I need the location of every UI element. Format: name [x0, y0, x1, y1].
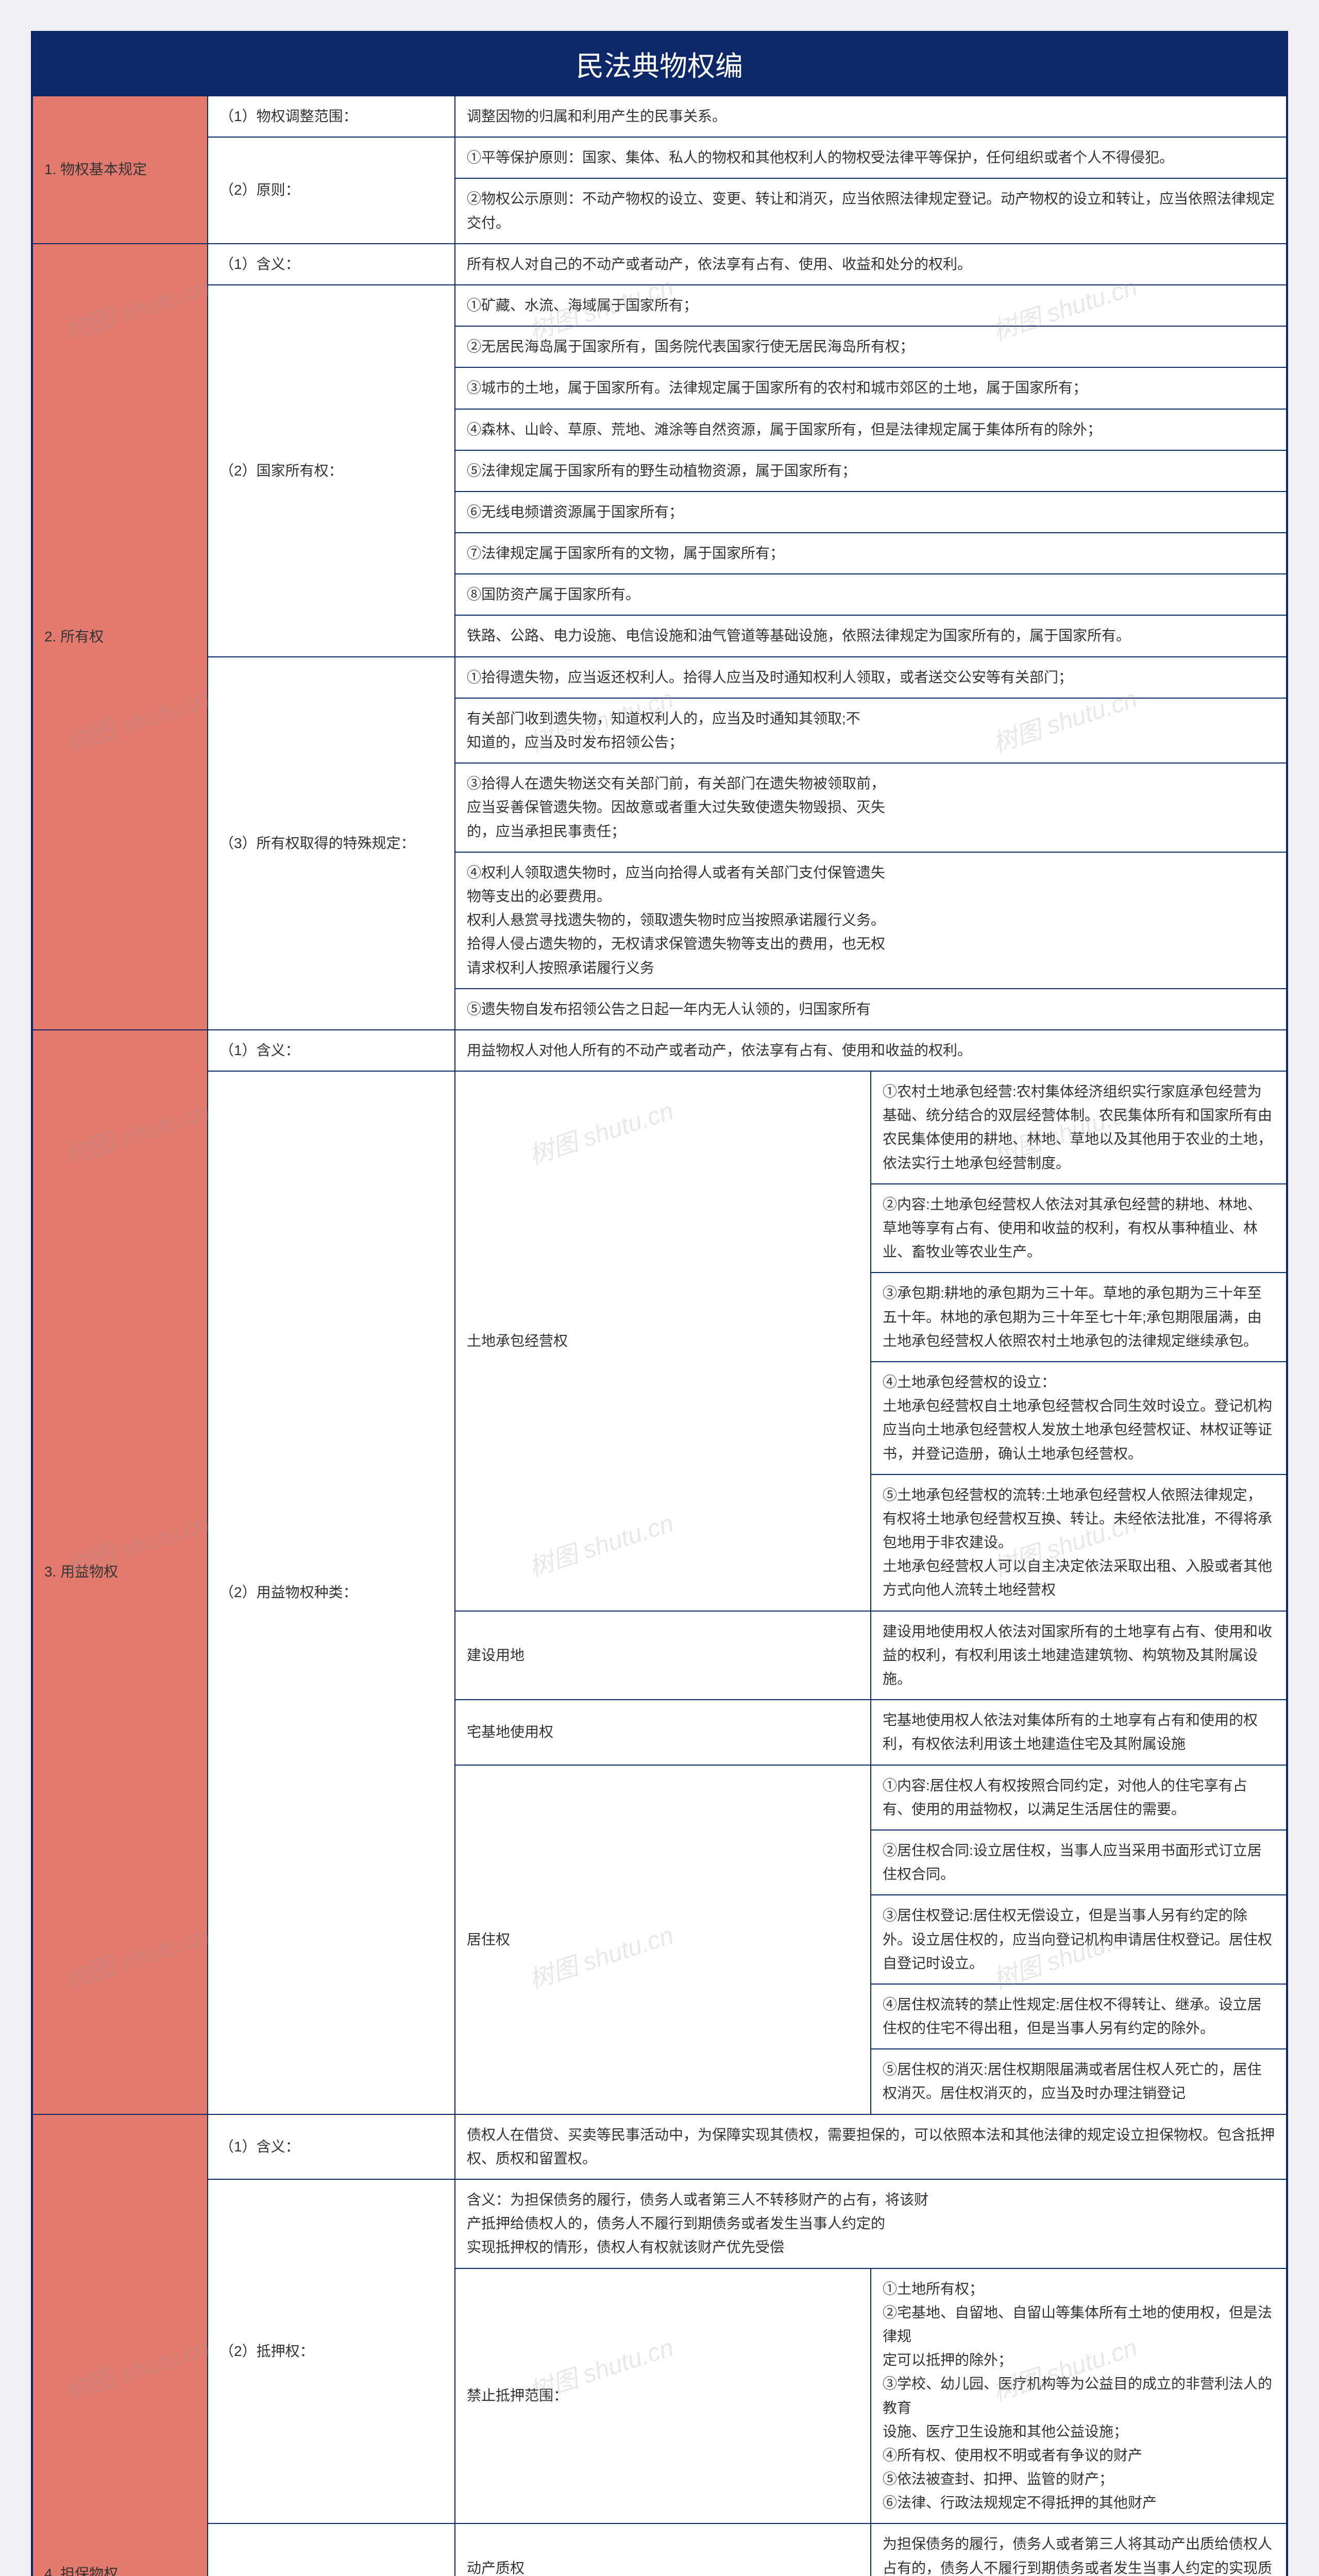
s2-r3-label: （3）所有权取得的特殊规定：	[208, 657, 455, 1030]
s2-r2-3: ③城市的土地，属于国家所有。法律规定属于国家所有的农村和城市郊区的土地，属于国家…	[455, 367, 1287, 409]
s3-d-2: ②居住权合同:设立居住权，当事人应当采用书面形式订立居住权合同。	[871, 1830, 1287, 1895]
s2-r2-8: ⑧国防资产属于国家所有。	[455, 574, 1287, 615]
s3-b-label: 建设用地	[455, 1611, 871, 1700]
s2-r2-label: （2）国家所有权：	[208, 285, 455, 657]
s1-r2-label: （2）原则：	[208, 137, 455, 244]
s1-r2-a: ①平等保护原则：国家、集体、私人的物权和其他权利人的物权受法律平等保护，任何组织…	[455, 137, 1287, 178]
section-1-title: 1. 物权基本规定	[32, 96, 208, 244]
s1-r1-text: 调整因物的归属和利用产生的民事关系。	[455, 96, 1287, 137]
s2-r3-1: ①拾得遗失物，应当返还权利人。拾得人应当及时通知权利人领取，或者送交公安等有关部…	[455, 657, 1287, 698]
s3-a-3: ③承包期:耕地的承包期为三十年。草地的承包期为三十年至五十年。林地的承包期为三十…	[871, 1273, 1287, 1362]
s3-c-label: 宅基地使用权	[455, 1700, 871, 1765]
s3-d-1: ①内容:居住权人有权按照合同约定，对他人的住宅享有占有、使用的用益物权，以满足生…	[871, 1765, 1287, 1830]
s4-r2-sub-text: ①土地所有权； ②宅基地、自留地、自留山等集体所有土地的使用权，但是法律规 定可…	[871, 2268, 1287, 2524]
s3-c-text: 宅基地使用权人依法对集体所有的土地享有占有和使用的权利，有权依法利用该土地建造住…	[871, 1700, 1287, 1765]
s3-r1-label: （1）含义：	[208, 1030, 455, 1071]
s2-r2-1: ①矿藏、水流、海域属于国家所有；	[455, 285, 1287, 326]
s4-r1-label: （1）含义：	[208, 2114, 455, 2179]
s3-a-5: ⑤土地承包经营权的流转:土地承包经营权人依照法律规定，有权将土地承包经营权互换、…	[871, 1475, 1287, 1611]
s4-r2-top: 含义：为担保债务的履行，债务人或者第三人不转移财产的占有，将该财 产抵押给债权人…	[455, 2179, 1287, 2268]
s2-r2-2: ②无居民海岛属于国家所有，国务院代表国家行使无居民海岛所有权；	[455, 326, 1287, 367]
s4-r2-sub-label: 禁止抵押范围：	[455, 2268, 871, 2524]
s4-r2-label: （2）抵押权：	[208, 2179, 455, 2523]
s3-a-2: ②内容:土地承包经营权人依法对其承包经营的耕地、林地、草地等享有占有、使用和收益…	[871, 1184, 1287, 1273]
s3-d-4: ④居住权流转的禁止性规定:居住权不得转让、继承。设立居住权的住宅不得出租，但是当…	[871, 1984, 1287, 2049]
section-4-title: 4. 担保物权	[32, 2114, 208, 2576]
s2-r2-5: ⑤法律规定属于国家所有的野生动植物资源，属于国家所有；	[455, 450, 1287, 492]
s2-r2-7: ⑦法律规定属于国家所有的文物，属于国家所有；	[455, 533, 1287, 574]
section-3-title: 3. 用益物权	[32, 1030, 208, 2114]
s2-r2-4: ④森林、山岭、草原、荒地、滩涂等自然资源，属于国家所有，但是法律规定属于集体所有…	[455, 409, 1287, 450]
s3-a-4: ④土地承包经营权的设立： 土地承包经营权自土地承包经营权合同生效时设立。登记机构…	[871, 1362, 1287, 1475]
outline-container: 民法典物权编 1. 物权基本规定 （1）物权调整范围： 调整因物的归属和利用产生…	[31, 31, 1288, 2576]
s4-r3-sub-text: 为担保债务的履行，债务人或者第三人将其动产出质给债权人 占有的，债务人不履行到期…	[871, 2523, 1287, 2576]
s4-r3-label: （3）质权：	[208, 2523, 455, 2576]
section-2-title: 2. 所有权	[32, 244, 208, 1030]
s2-r2-9: 铁路、公路、电力设施、电信设施和油气管道等基础设施，依照法律规定为国家所有的，属…	[455, 615, 1287, 656]
s3-r1-text: 用益物权人对他人所有的不动产或者动产，依法享有占有、使用和收益的权利。	[455, 1030, 1287, 1071]
s3-d-5: ⑤居住权的消灭:居住权期限届满或者居住权人死亡的，居住权消灭。居住权消灭的，应当…	[871, 2049, 1287, 2114]
s2-r2-6: ⑥无线电频谱资源属于国家所有；	[455, 492, 1287, 533]
page-title: 民法典物权编	[32, 32, 1287, 95]
s2-r3-4: ④权利人领取遗失物时，应当向拾得人或者有关部门支付保管遗失 物等支出的必要费用。…	[455, 852, 1287, 989]
s3-a-label: 土地承包经营权	[455, 1071, 871, 1611]
outline-table: 1. 物权基本规定 （1）物权调整范围： 调整因物的归属和利用产生的民事关系。 …	[32, 95, 1287, 2576]
s3-d-label: 居住权	[455, 1765, 871, 2114]
s1-r2-b: ②物权公示原则：不动产物权的设立、变更、转让和消灭，应当依照法律规定登记。动产物…	[455, 178, 1287, 243]
s2-r3-5: ⑤遗失物自发布招领公告之日起一年内无人认领的，归国家所有	[455, 989, 1287, 1030]
s3-d-3: ③居住权登记:居住权无偿设立，但是当事人另有约定的除外。设立居住权的，应当向登记…	[871, 1895, 1287, 1984]
s2-r1-text: 所有权人对自己的不动产或者动产，依法享有占有、使用、收益和处分的权利。	[455, 244, 1287, 285]
s3-a-1: ①农村土地承包经营:农村集体经济组织实行家庭承包经营为基础、统分结合的双层经营体…	[871, 1071, 1287, 1184]
s4-r1-text: 债权人在借贷、买卖等民事活动中，为保障实现其债权，需要担保的，可以依照本法和其他…	[455, 2114, 1287, 2179]
s2-r3-3: ③拾得人在遗失物送交有关部门前，有关部门在遗失物被领取前， 应当妥善保管遗失物。…	[455, 763, 1287, 852]
s3-b-text: 建设用地使用权人依法对国家所有的土地享有占有、使用和收益的权利，有权利用该土地建…	[871, 1611, 1287, 1700]
s4-r3-sub-label: 动产质权	[455, 2523, 871, 2576]
s2-r1-label: （1）含义：	[208, 244, 455, 285]
s2-r3-2: 有关部门收到遗失物，知道权利人的，应当及时通知其领取;不 知道的，应当及时发布招…	[455, 698, 1287, 763]
s3-r2-label: （2）用益物权种类：	[208, 1071, 455, 2114]
s1-r1-label: （1）物权调整范围：	[208, 96, 455, 137]
